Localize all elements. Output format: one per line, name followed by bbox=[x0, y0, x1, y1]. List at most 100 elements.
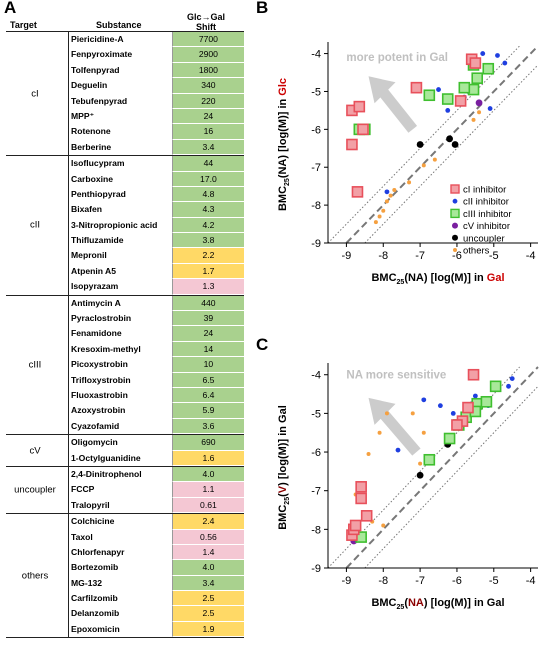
substance-name: Isopyrazam bbox=[71, 281, 119, 292]
axis-title-subscript: 25 bbox=[397, 279, 405, 286]
point-others bbox=[392, 187, 397, 192]
point-cii bbox=[509, 376, 515, 381]
legend-marker-uncoupler bbox=[452, 234, 458, 241]
axis-title-subscript: 25 bbox=[284, 178, 291, 186]
shift-value: 39 bbox=[171, 311, 244, 327]
point-cii bbox=[421, 397, 427, 403]
substance-name: Mepronil bbox=[71, 250, 107, 261]
point-ci bbox=[355, 481, 367, 493]
annotation-text: more potent in Gal bbox=[346, 52, 448, 64]
x-tick-label: -8 bbox=[378, 250, 388, 262]
annotation-text: NA more sensitive bbox=[346, 370, 446, 382]
shift-value: 4.0 bbox=[171, 560, 244, 576]
shift-value: 340 bbox=[171, 78, 244, 94]
table-row: FCCP 1.1 bbox=[69, 482, 244, 498]
axis-title-open: ( bbox=[404, 597, 408, 609]
point-ciii bbox=[423, 453, 436, 466]
annotation-arrow-shaft bbox=[374, 404, 421, 456]
axis-title-base: BMC bbox=[371, 597, 396, 609]
axis-title-open: ( bbox=[277, 493, 289, 497]
y-tick-label: -7 bbox=[311, 162, 321, 174]
table-body: cI Piericidine-A 7700 Fenpyroximate 2900 Tolf… bbox=[6, 31, 244, 639]
legend-marker-ci bbox=[450, 184, 460, 194]
substance-name: Picoxystrobin bbox=[71, 359, 128, 370]
table-row: Bortezomib 4.0 bbox=[69, 560, 244, 576]
table-row: Thifluzamide 3.8 bbox=[69, 233, 244, 249]
table-row: Taxol 0.56 bbox=[69, 529, 244, 545]
point-ci bbox=[467, 368, 480, 381]
shift-value: 1.6 bbox=[171, 450, 244, 466]
y-tick-label: -9 bbox=[311, 563, 321, 575]
header-shift: Glc→Gal Shift bbox=[170, 12, 242, 32]
substance-name: Deguelin bbox=[71, 80, 108, 91]
point-others bbox=[388, 193, 393, 198]
shift-value: 4.8 bbox=[171, 186, 244, 203]
table-row: Isopyrazam 1.3 bbox=[69, 279, 244, 295]
legend-marker-cii bbox=[452, 198, 458, 204]
shift-value: 0.61 bbox=[171, 497, 244, 514]
target-label: cII bbox=[29, 219, 41, 231]
table-row: Colchicine 2.4 bbox=[69, 514, 244, 530]
target-label: cI bbox=[31, 88, 39, 100]
substance-name: Delanzomib bbox=[71, 608, 120, 619]
point-ciii bbox=[441, 93, 454, 105]
substance-name: Carfilzomib bbox=[71, 593, 118, 604]
substance-name: Penthiopyrad bbox=[71, 188, 126, 199]
table-row: Antimycin A 440 bbox=[69, 295, 244, 312]
table-row: MG-132 3.4 bbox=[69, 575, 244, 592]
shift-value: 2.2 bbox=[171, 248, 244, 264]
shift-value: 4.0 bbox=[171, 466, 244, 483]
substance-name: Colchicine bbox=[71, 516, 115, 527]
point-uncoupler bbox=[416, 141, 424, 148]
legend-item: cV inhibitor bbox=[452, 221, 510, 232]
shift-value: 2.5 bbox=[171, 606, 244, 622]
point-cii bbox=[450, 410, 456, 416]
table-row: Carfilzomib 2.5 bbox=[69, 591, 244, 607]
point-cii bbox=[495, 53, 500, 58]
point-others bbox=[477, 110, 482, 115]
table-row: Azoxystrobin 5.9 bbox=[69, 403, 244, 419]
annotation-arrow-head bbox=[368, 397, 396, 425]
substance-name: 3-Nitropropionic acid bbox=[71, 219, 158, 230]
target-label: cIII bbox=[28, 359, 42, 371]
substance-name: Cyazofamid bbox=[71, 420, 120, 431]
table-row: 3-Nitropropionic acid 4.2 bbox=[69, 217, 244, 234]
table-row: MPP⁺ 24 bbox=[69, 108, 244, 125]
shift-value: 24 bbox=[171, 108, 244, 125]
panel-label-a: A bbox=[4, 0, 17, 17]
point-cv bbox=[475, 99, 483, 107]
point-ci bbox=[353, 100, 366, 113]
substance-name: Oligomycin bbox=[71, 437, 118, 448]
substance-name: Pyraclostrobin bbox=[71, 313, 132, 324]
substance-name: Fenamidone bbox=[71, 328, 122, 339]
substance-name: 2,4-Dinitrophenol bbox=[71, 468, 142, 479]
chart-b: more potent in Gal -4 -5 -6 -7 -8 -9 -9 -8 -7 -6 -5… bbox=[277, 42, 539, 286]
table-row: Deguelin 340 bbox=[69, 78, 244, 94]
point-ci bbox=[451, 419, 463, 431]
point-cii bbox=[480, 51, 486, 56]
chart-c: NA more sensitive -4 -5 -6 -7 -8 -9 -9 -8 -7 -6 -5 -… bbox=[277, 363, 539, 611]
shift-value: 10 bbox=[171, 357, 244, 373]
shift-value: 3.6 bbox=[171, 418, 244, 435]
table-row: Isoflucypram 44 bbox=[69, 156, 244, 172]
table-row: Cyazofamid 3.6 bbox=[69, 418, 244, 435]
shift-value: 6.4 bbox=[171, 387, 244, 404]
x-tick-label: -7 bbox=[415, 575, 425, 587]
point-ci bbox=[346, 138, 358, 151]
y-tick-label: -7 bbox=[311, 486, 321, 498]
table-row: Trifloxystrobin 6.5 bbox=[69, 372, 244, 388]
legend-label: cII inhibitor bbox=[463, 197, 509, 208]
point-ciii bbox=[489, 380, 502, 393]
x-tick-label: -4 bbox=[526, 250, 536, 262]
point-others bbox=[384, 411, 389, 416]
axis-title-highlight: Glc bbox=[277, 78, 289, 96]
point-others bbox=[377, 214, 382, 219]
target-label: uncoupler bbox=[14, 484, 56, 496]
shift-value: 7700 bbox=[171, 32, 244, 48]
substance-name: Kresoxim-methyl bbox=[71, 343, 141, 354]
point-cii bbox=[472, 393, 478, 399]
axis-title-subscript: 25 bbox=[397, 604, 405, 611]
axis-title-close: ) [log(M)] in Gal bbox=[277, 405, 289, 486]
axis-title-highlight: V bbox=[277, 485, 289, 493]
substance-name: Carboxine bbox=[71, 173, 114, 184]
